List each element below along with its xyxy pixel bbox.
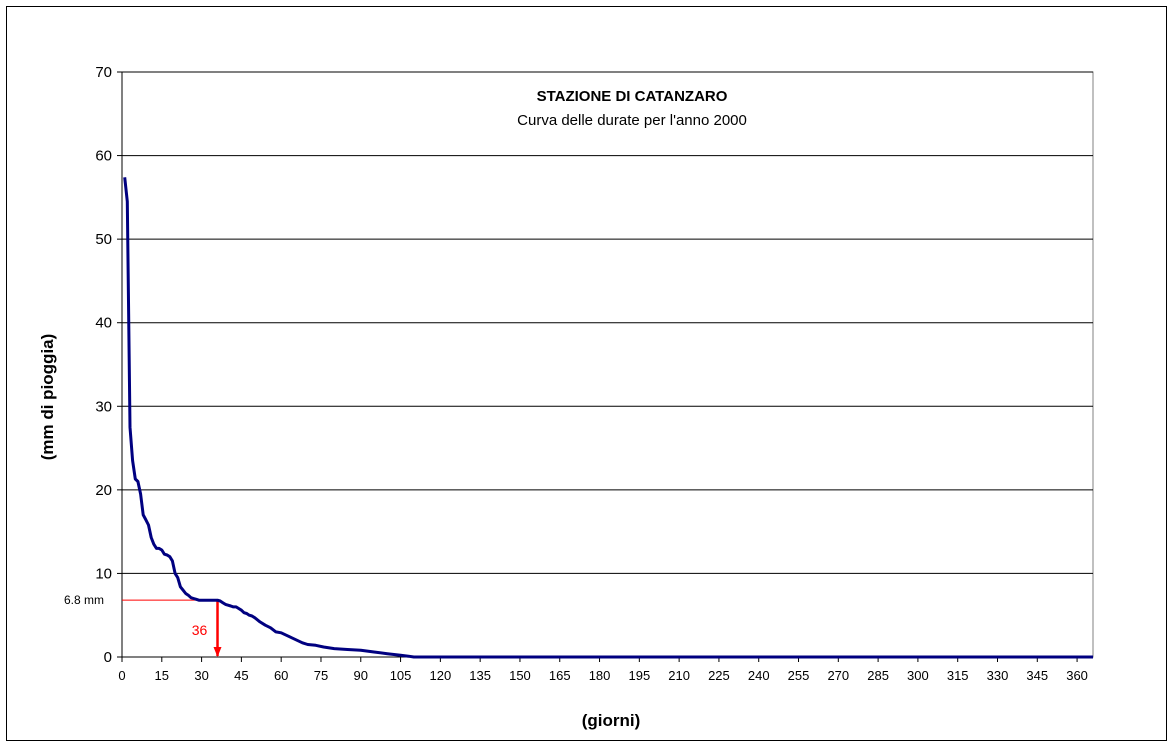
y-tick-label: 20 (95, 482, 112, 499)
y-tick-label: 50 (95, 231, 112, 248)
x-tick-label: 120 (430, 668, 452, 683)
x-tick-label: 0 (118, 668, 125, 683)
y-tick-label: 10 (95, 565, 112, 582)
duration-label: 36 (192, 622, 208, 638)
y-axis: 0 10 20 30 40 50 60 70 (95, 64, 123, 666)
series-line (123, 177, 1093, 659)
x-tick-label: 135 (469, 668, 491, 683)
x-tick-label: 240 (748, 668, 770, 683)
x-tick-label: 90 (354, 668, 368, 683)
y-tick-label: 30 (95, 398, 112, 415)
x-tick-label: 60 (274, 668, 288, 683)
x-tick-label: 75 (314, 668, 328, 683)
x-tick-label: 300 (907, 668, 929, 683)
y-axis-title: (mm di pioggia) (38, 334, 57, 461)
x-tick-label: 150 (509, 668, 531, 683)
x-tick-label: 105 (390, 668, 412, 683)
chart-title: STAZIONE DI CATANZARO (537, 88, 728, 105)
x-tick-label: 330 (987, 668, 1009, 683)
x-tick-label: 315 (947, 668, 969, 683)
x-tick-label: 210 (668, 668, 690, 683)
annotation-group: 6.8 mm 36 (64, 593, 222, 657)
x-axis: 0 15 30 45 60 75 90 105 120 135 150 165 180 195 210 225… (118, 656, 1093, 683)
x-tick-label: 165 (549, 668, 571, 683)
chart-subtitle: Curva delle durate per l'anno 2000 (517, 112, 747, 129)
chart-frame (6, 6, 1167, 741)
y-tick-label: 70 (95, 64, 112, 81)
y-tick-label: 40 (95, 315, 112, 332)
threshold-label: 6.8 mm (64, 593, 104, 607)
x-tick-label: 45 (234, 668, 248, 683)
x-tick-label: 180 (589, 668, 611, 683)
x-tick-label: 225 (708, 668, 730, 683)
x-tick-label: 30 (194, 668, 208, 683)
x-tick-label: 195 (628, 668, 650, 683)
x-tick-label: 345 (1026, 668, 1048, 683)
grid-lines (122, 71, 1093, 574)
x-tick-label: 15 (155, 668, 169, 683)
x-tick-label: 270 (827, 668, 849, 683)
x-axis-title: (giorni) (582, 711, 641, 730)
y-tick-label: 60 (95, 148, 112, 165)
x-tick-label: 255 (788, 668, 810, 683)
x-tick-label: 285 (867, 668, 889, 683)
y-tick-label: 0 (104, 649, 112, 666)
plot-area (121, 71, 1094, 658)
x-tick-label: 360 (1066, 668, 1088, 683)
